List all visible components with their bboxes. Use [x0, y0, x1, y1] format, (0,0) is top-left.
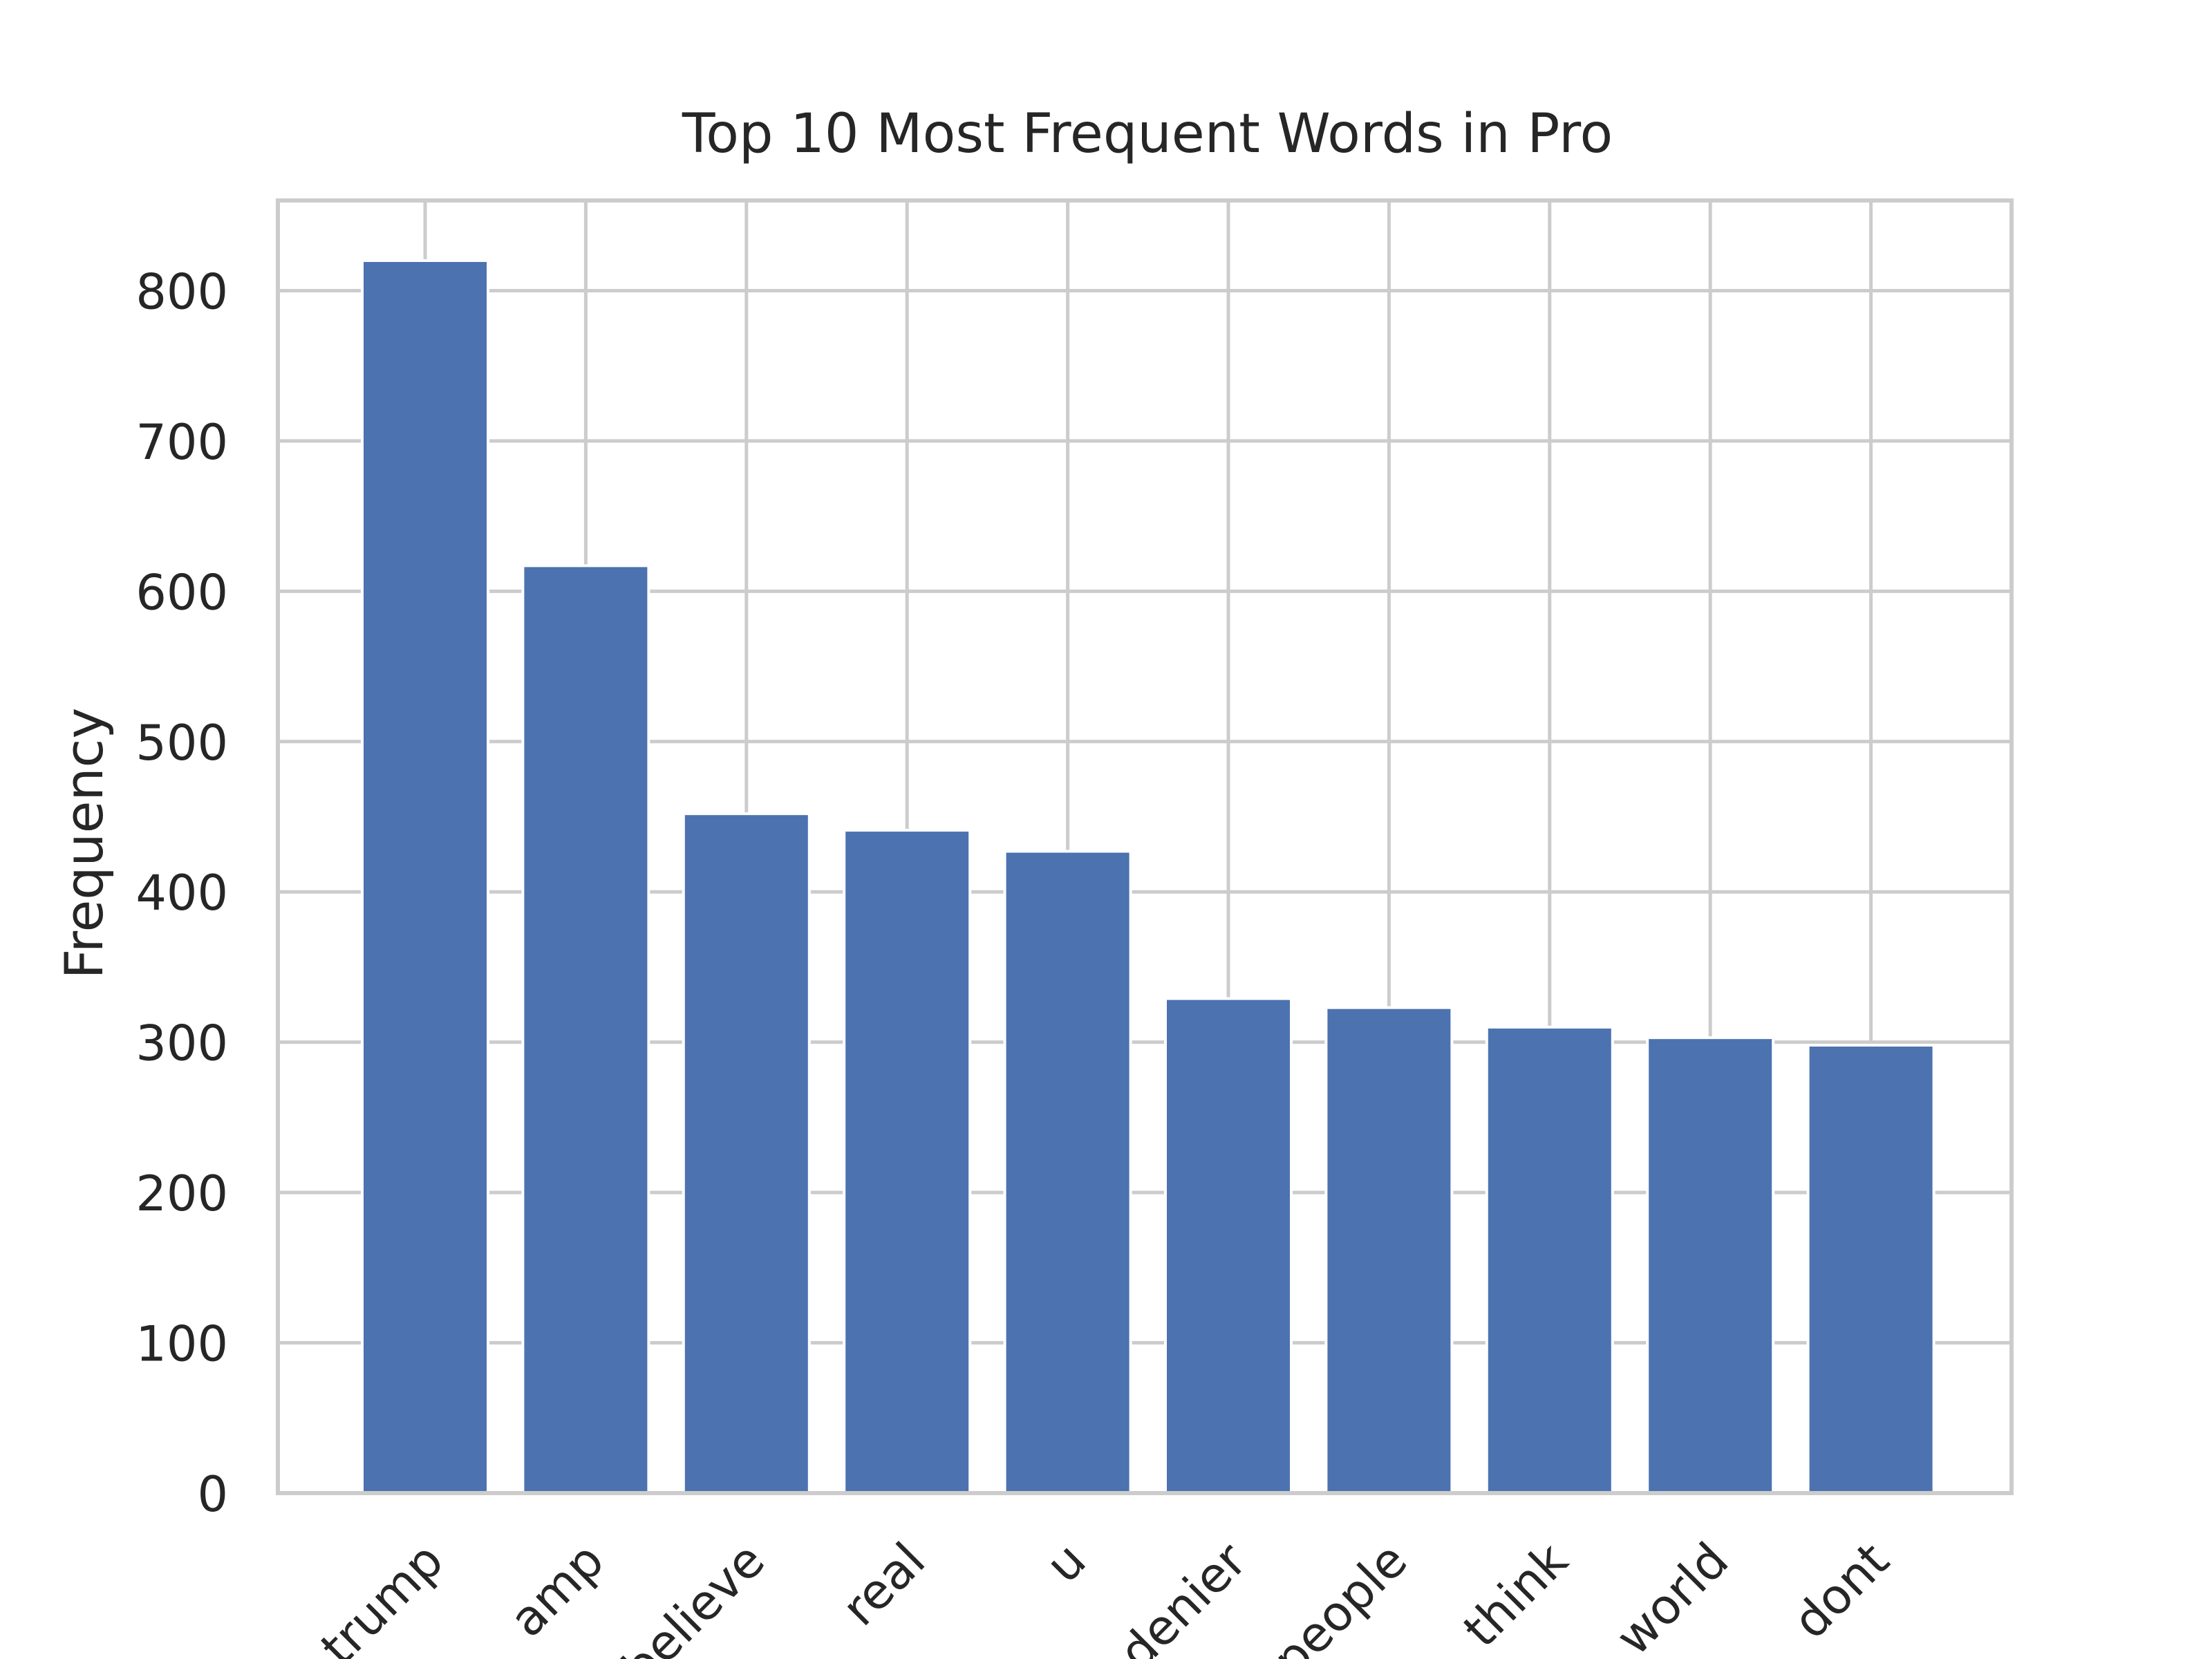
- x-tick-label: amp: [498, 1532, 615, 1648]
- bar-think: [1485, 1025, 1614, 1494]
- bar-amp: [521, 564, 650, 1495]
- y-tick-label: 600: [135, 564, 228, 621]
- bar-dont: [1806, 1044, 1936, 1495]
- x-tick-label: dont: [1782, 1532, 1900, 1649]
- bar-believe: [682, 812, 811, 1495]
- bar-people: [1324, 1006, 1454, 1495]
- x-tick-label: people: [1262, 1532, 1418, 1659]
- y-tick-label: 100: [135, 1316, 228, 1373]
- plot-frame: [276, 198, 2014, 1495]
- x-tick-label: believe: [611, 1532, 776, 1659]
- y-axis-label: Frequency: [53, 708, 115, 980]
- y-tick-label: 800: [135, 263, 228, 320]
- x-tick-label: trump: [310, 1532, 454, 1659]
- chart-title: Top 10 Most Frequent Words in Pro: [682, 103, 1613, 165]
- y-tick-label: 0: [197, 1466, 228, 1523]
- y-tick-label: 500: [135, 715, 228, 771]
- y-tick-labels: 0 100 200 300 400 500 600 700 800: [135, 263, 228, 1523]
- y-tick-label: 400: [135, 865, 228, 921]
- y-tick-label: 300: [135, 1015, 228, 1072]
- x-tick-label: think: [1452, 1532, 1579, 1658]
- bar-denier: [1164, 997, 1293, 1495]
- bars: [361, 259, 1936, 1495]
- x-tick-label: denier: [1108, 1532, 1257, 1659]
- bar-u: [1003, 850, 1132, 1495]
- y-tick-label: 700: [135, 414, 228, 471]
- x-tick-label: u: [1035, 1532, 1096, 1593]
- bar-world: [1646, 1036, 1775, 1494]
- x-tick-label: real: [831, 1532, 936, 1637]
- y-tick-label: 200: [135, 1165, 228, 1222]
- bar-trump: [361, 259, 489, 1495]
- bar-real: [843, 829, 972, 1494]
- x-tick-label: world: [1605, 1532, 1739, 1659]
